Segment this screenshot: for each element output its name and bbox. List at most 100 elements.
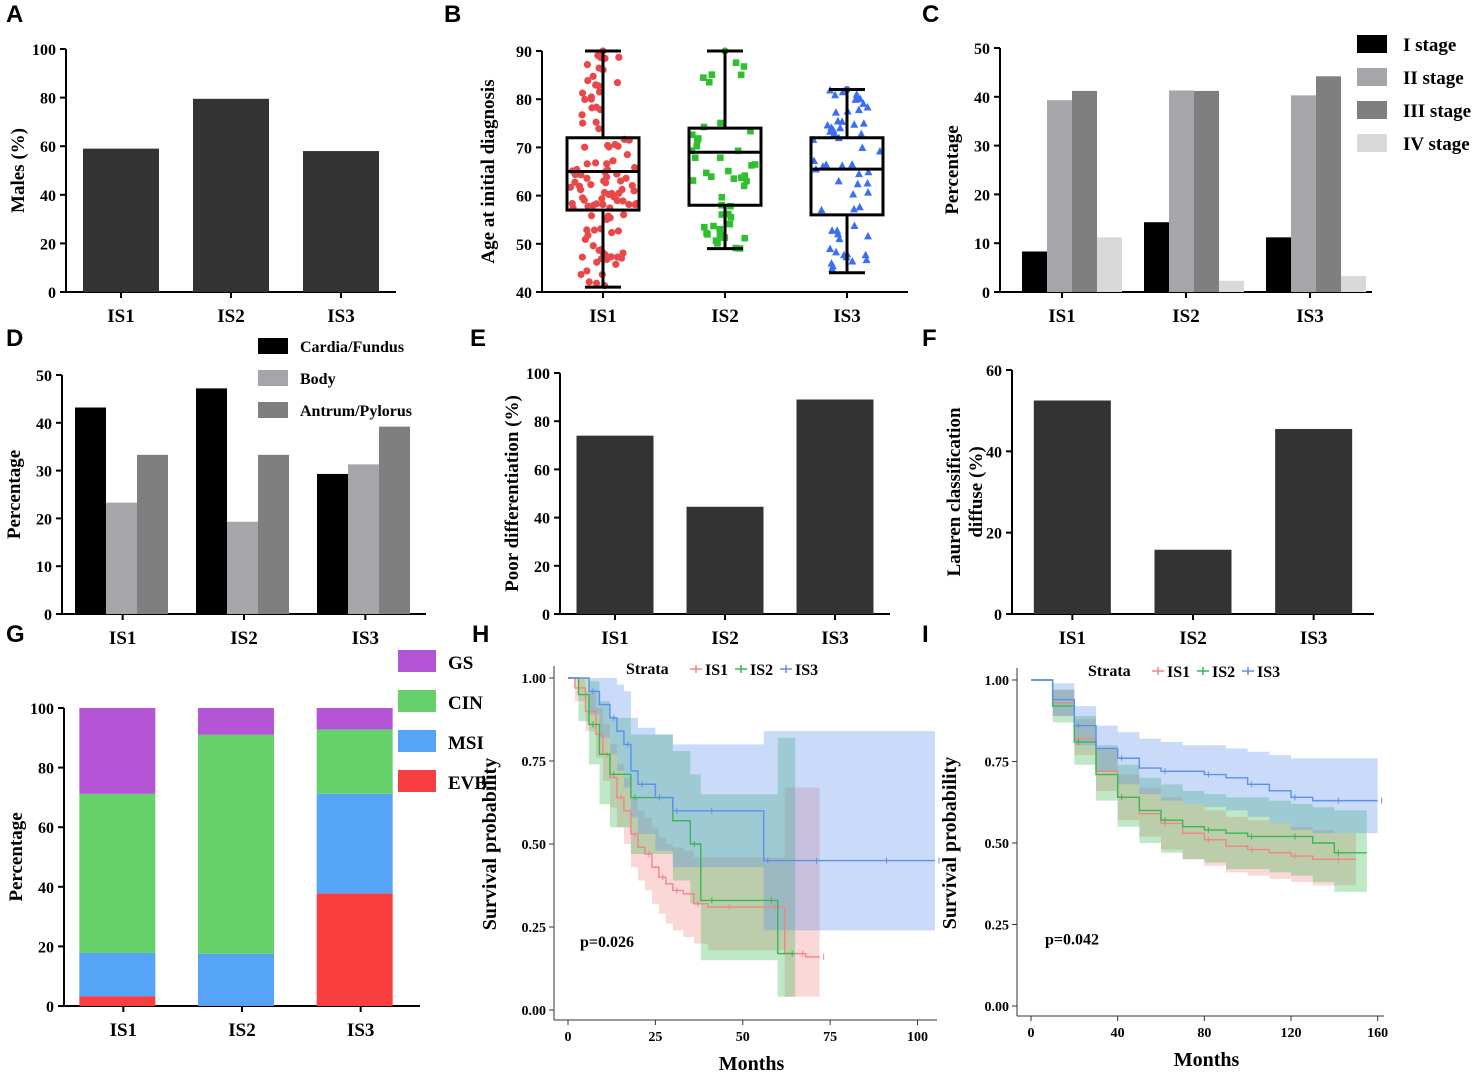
panel-d: 0 10 20 30 40 50 IS1 IS2 IS3 Percentage Cardia/Fun… xyxy=(4,338,426,649)
legend-title: Strata xyxy=(1088,663,1131,680)
legend-label: IS3 xyxy=(795,662,818,679)
data-point xyxy=(587,180,595,189)
bar xyxy=(1194,90,1219,292)
data-point xyxy=(863,178,872,187)
bar xyxy=(1097,237,1122,292)
data-point xyxy=(612,260,620,268)
data-point xyxy=(578,111,586,119)
y-tick-label: 0.25 xyxy=(985,919,1010,934)
legend-swatch xyxy=(258,370,288,386)
category-label: IS3 xyxy=(327,306,354,327)
bar xyxy=(1341,275,1366,292)
legend-swatch xyxy=(1357,101,1387,119)
data-point xyxy=(689,131,696,139)
data-point xyxy=(826,244,835,252)
legend-swatch xyxy=(1357,35,1387,53)
panel-label-h: H xyxy=(472,621,489,648)
legend-label: I stage xyxy=(1403,35,1456,56)
legend-swatch xyxy=(398,730,436,752)
panel-e: 0 20 40 60 80 100 IS1 IS2 IS3 Poor differentiatio… xyxy=(502,366,890,649)
stacked-segment xyxy=(198,953,274,1006)
bar xyxy=(83,148,159,292)
data-point xyxy=(852,90,861,98)
data-point xyxy=(595,125,603,133)
data-point xyxy=(835,234,844,243)
panel-h: 0.00 0.25 0.50 0.75 1.00 0 25 50 75 100 Months Surv… xyxy=(479,661,940,1075)
data-point xyxy=(828,226,837,234)
data-point xyxy=(857,129,866,138)
survival-curve xyxy=(1031,679,1356,860)
data-point xyxy=(822,160,831,168)
panel-label-b: B xyxy=(444,1,461,28)
data-point xyxy=(702,169,710,177)
data-point xyxy=(584,76,592,85)
data-point xyxy=(817,205,826,214)
y-tick-label: 30 xyxy=(36,464,52,481)
stacked-segment xyxy=(198,708,274,735)
bar xyxy=(1291,95,1316,292)
data-point xyxy=(836,123,845,132)
p-value: p=0.042 xyxy=(1045,932,1099,949)
data-point xyxy=(823,121,832,129)
y-tick-label: 0 xyxy=(542,607,550,624)
confidence-band xyxy=(568,678,796,997)
bar xyxy=(137,454,168,614)
category-label: IS2 xyxy=(1172,306,1199,327)
panel-c: 0 10 20 30 40 50 IS1 IS2 IS3 Percentage I stage II … xyxy=(942,35,1471,327)
y-axis-label: diffuse (%) xyxy=(966,446,987,537)
x-tick-label: 0 xyxy=(1028,1026,1035,1041)
data-point xyxy=(751,161,759,168)
data-point xyxy=(622,174,630,182)
y-tick-label: 80 xyxy=(516,92,532,109)
y-tick-label: 50 xyxy=(974,41,990,58)
category-label: IS2 xyxy=(711,628,738,649)
data-point xyxy=(617,177,625,185)
data-point xyxy=(848,256,857,265)
data-point xyxy=(628,182,636,190)
data-point xyxy=(592,200,601,208)
data-point xyxy=(738,174,745,181)
y-tick-label: 10 xyxy=(974,236,990,253)
confidence-band xyxy=(1031,680,1356,886)
x-axis-label: Months xyxy=(1174,1049,1240,1071)
y-tick-label: 0 xyxy=(46,999,54,1016)
data-point xyxy=(592,81,600,89)
data-point xyxy=(834,176,843,185)
y-tick-label: 40 xyxy=(986,444,1002,461)
data-point xyxy=(747,127,754,135)
data-point xyxy=(829,125,838,134)
category-label: IS1 xyxy=(589,306,616,327)
legend-label: Cardia/Fundus xyxy=(300,339,404,356)
data-point xyxy=(856,94,865,103)
data-point xyxy=(737,71,745,79)
data-point xyxy=(566,183,575,191)
y-tick-label: 1.00 xyxy=(522,672,547,687)
category-label: IS2 xyxy=(228,1020,255,1041)
y-tick-label: 50 xyxy=(516,237,532,254)
data-point xyxy=(717,119,724,127)
category-label: IS3 xyxy=(833,306,860,327)
data-point xyxy=(859,99,868,107)
data-point xyxy=(604,212,612,220)
category-label: IS1 xyxy=(107,306,134,327)
data-point xyxy=(614,142,622,150)
y-tick-label: 30 xyxy=(974,139,990,156)
confidence-band xyxy=(568,678,820,997)
data-point xyxy=(617,254,626,262)
y-axis-label: Survival probability xyxy=(479,758,501,930)
data-point xyxy=(740,182,748,190)
data-point xyxy=(849,189,858,198)
legend-swatch xyxy=(398,650,436,672)
data-point xyxy=(694,137,701,144)
confidence-band xyxy=(1031,680,1367,892)
data-point xyxy=(588,104,596,112)
data-point xyxy=(599,200,607,209)
data-point xyxy=(631,163,639,172)
category-label: IS3 xyxy=(352,628,379,649)
category-label: IS1 xyxy=(1059,628,1086,649)
data-point xyxy=(589,72,597,80)
bar xyxy=(193,98,269,292)
data-point xyxy=(631,201,639,209)
stacked-segment xyxy=(198,734,274,954)
bar xyxy=(1219,280,1244,292)
